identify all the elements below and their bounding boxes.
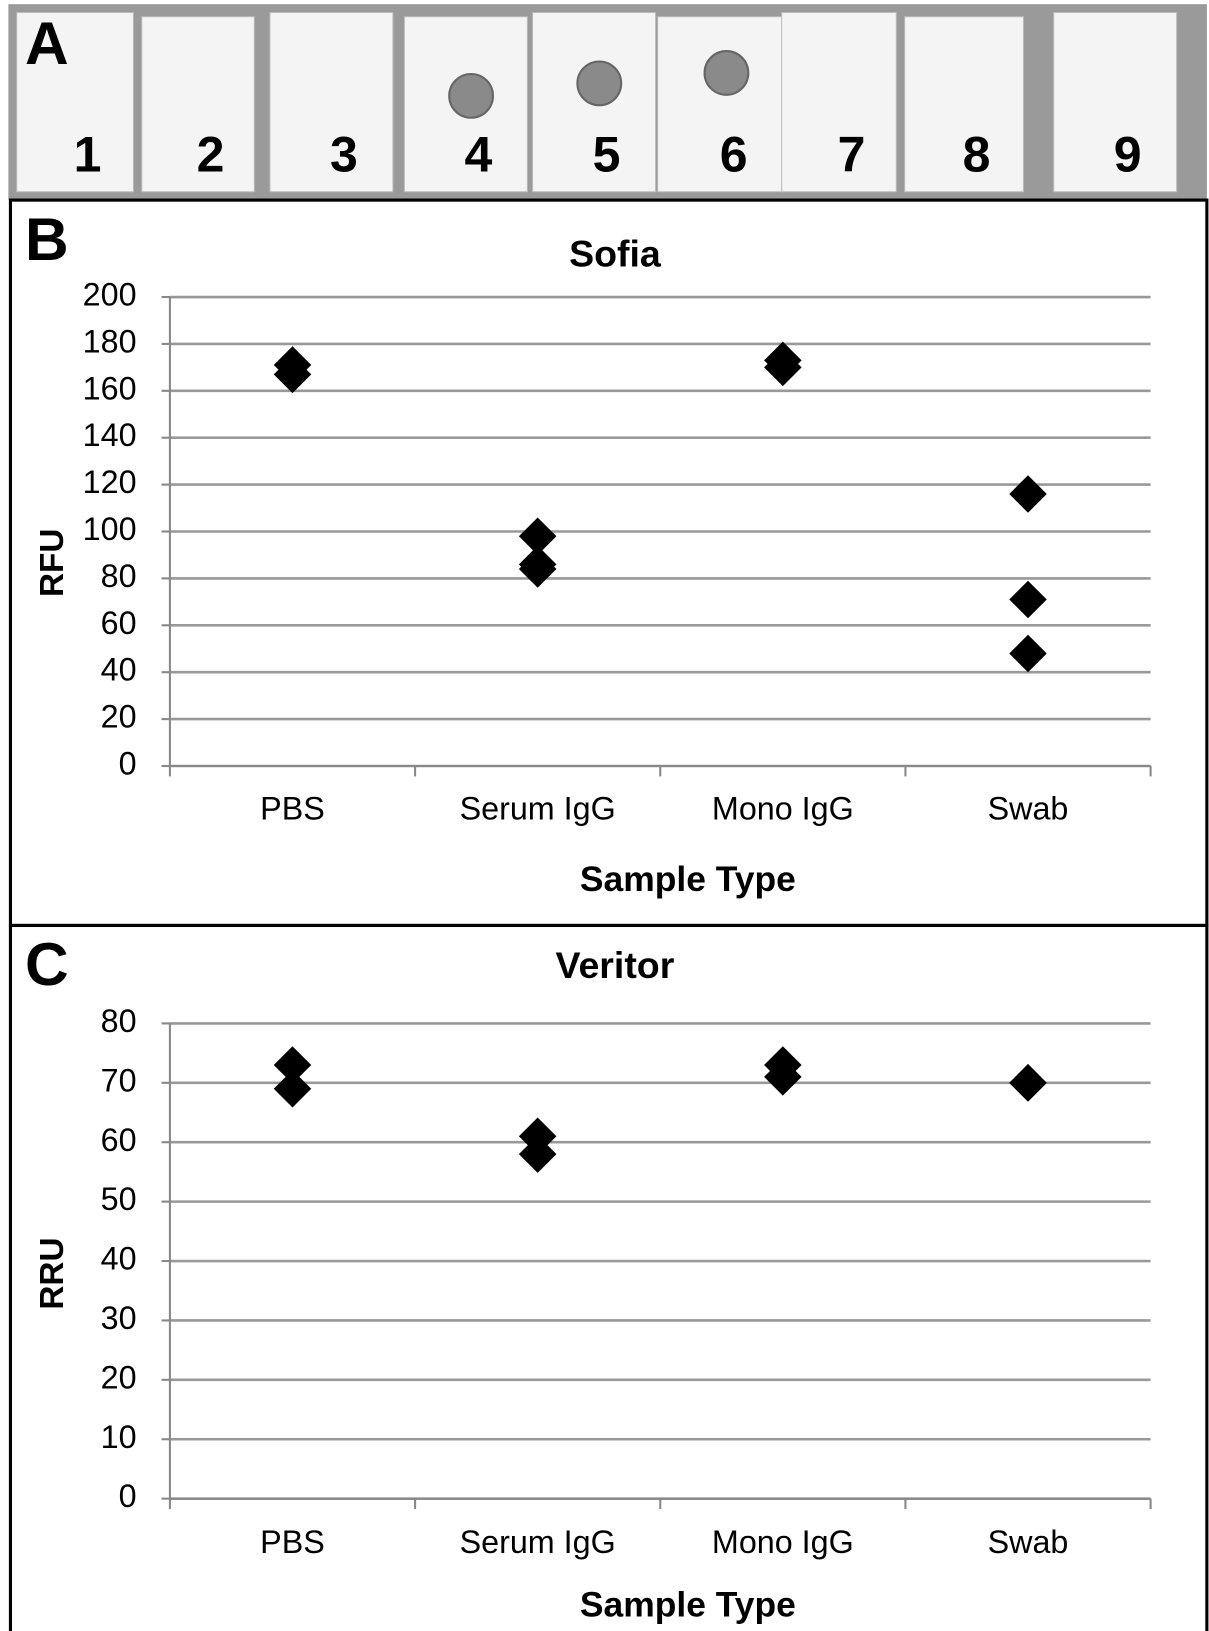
y-tick-label: 0 [119, 1478, 137, 1514]
y-tick-label: 50 [101, 1181, 137, 1217]
y-tick-label: 30 [101, 1300, 137, 1336]
strip [657, 16, 786, 193]
strip [269, 11, 394, 193]
strip-label: 5 [593, 127, 621, 183]
strip-label: 6 [720, 127, 748, 183]
x-tick-label: Serum IgG [460, 1524, 616, 1560]
y-tick-label: 120 [83, 464, 137, 500]
strip [781, 11, 897, 193]
strip-photo: 1 2 3 4 5 6 7 8 9 [16, 11, 1178, 193]
y-tick-label: 20 [101, 699, 137, 735]
x-tick-label: Mono IgG [712, 790, 854, 826]
x-axis-title: Sample Type [580, 859, 796, 899]
test-dot [576, 60, 623, 107]
y-tick-label: 160 [83, 370, 137, 406]
x-tick-label: PBS [260, 1524, 325, 1560]
y-tick-label: 80 [101, 1003, 137, 1039]
x-tick-label: Mono IgG [712, 1524, 854, 1560]
y-tick-label: 140 [83, 417, 137, 453]
data-point [1009, 1064, 1047, 1102]
panel-label: A [25, 9, 69, 77]
x-axis-title: Sample Type [580, 1584, 796, 1624]
y-tick-label: 200 [83, 277, 137, 313]
y-axis-title: RRU [34, 1237, 71, 1309]
x-tick-label: Swab [988, 790, 1069, 826]
strip-label: 2 [197, 127, 225, 183]
data-point [273, 1046, 312, 1084]
test-dot [703, 50, 750, 96]
data-point [764, 1046, 802, 1084]
strip-label: 9 [1114, 127, 1142, 183]
y-tick-label: 60 [101, 605, 137, 641]
y-tick-label: 70 [101, 1062, 137, 1098]
strip-label: 1 [74, 127, 102, 183]
x-tick-label: Serum IgG [460, 790, 616, 826]
strip-label: 4 [464, 127, 492, 183]
data-point [1009, 475, 1047, 513]
strip [141, 16, 255, 193]
data-point [1009, 634, 1047, 673]
strip [16, 11, 134, 193]
strip [904, 16, 1024, 193]
y-tick-label: 100 [83, 511, 137, 547]
x-tick-label: PBS [260, 790, 325, 826]
chart-title: Veritor [556, 944, 675, 986]
y-tick-label: 40 [101, 652, 137, 688]
y-tick-label: 80 [101, 558, 137, 594]
chart-title: Sofia [569, 232, 662, 274]
panel-label: B [25, 205, 69, 273]
panel-label: C [25, 930, 69, 998]
test-dot [448, 72, 495, 119]
strip-label: 3 [330, 127, 358, 183]
y-tick-label: 20 [101, 1359, 137, 1395]
strip [1053, 11, 1178, 193]
data-point [518, 545, 557, 584]
data-point [1009, 580, 1047, 619]
y-tick-label: 180 [83, 323, 137, 359]
y-axis-title: RFU [34, 529, 71, 598]
panel-border [8, 923, 1209, 1631]
data-point [764, 341, 802, 380]
y-tick-label: 0 [119, 746, 137, 782]
strip-label: 8 [963, 127, 991, 183]
y-tick-label: 40 [101, 1241, 137, 1277]
y-tick-label: 60 [101, 1122, 137, 1158]
x-tick-label: Swab [988, 1524, 1069, 1560]
data-point [518, 517, 557, 555]
strip-label: 7 [838, 127, 866, 183]
y-tick-label: 10 [101, 1419, 137, 1455]
